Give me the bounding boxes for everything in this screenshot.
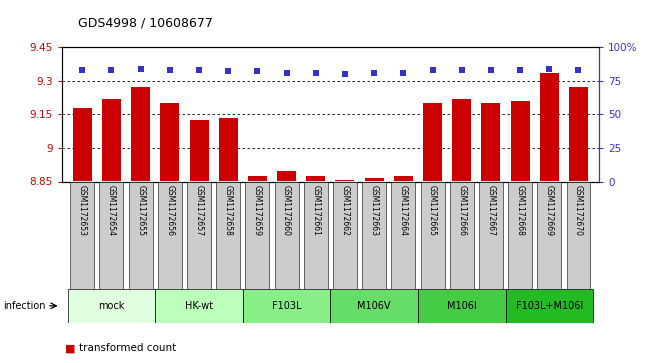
Bar xyxy=(333,182,357,289)
Bar xyxy=(540,73,559,182)
Bar xyxy=(331,289,418,323)
Text: infection: infection xyxy=(3,301,46,311)
Bar xyxy=(335,180,354,182)
Bar xyxy=(275,182,299,289)
Point xyxy=(369,70,380,76)
Bar xyxy=(508,182,532,289)
Bar xyxy=(418,289,506,323)
Bar xyxy=(391,182,415,289)
Text: GSM1172670: GSM1172670 xyxy=(574,185,583,236)
Text: GSM1172667: GSM1172667 xyxy=(486,185,495,236)
Bar xyxy=(450,182,474,289)
Point xyxy=(281,70,292,76)
Text: GSM1172661: GSM1172661 xyxy=(311,185,320,236)
Text: GSM1172663: GSM1172663 xyxy=(370,185,379,236)
Text: M106I: M106I xyxy=(447,301,477,311)
Point xyxy=(106,67,117,73)
Text: mock: mock xyxy=(98,301,124,311)
Bar xyxy=(394,176,413,182)
Bar xyxy=(73,107,92,182)
Bar xyxy=(506,289,593,323)
Bar xyxy=(131,87,150,182)
Text: F103L+M106I: F103L+M106I xyxy=(516,301,583,311)
Bar xyxy=(537,182,561,289)
Bar xyxy=(216,182,240,289)
Bar xyxy=(245,182,270,289)
Text: GSM1172658: GSM1172658 xyxy=(224,185,232,236)
Bar xyxy=(160,103,179,182)
Point xyxy=(574,67,584,73)
Text: GDS4998 / 10608677: GDS4998 / 10608677 xyxy=(78,16,213,29)
Text: M106V: M106V xyxy=(357,301,391,311)
Text: GSM1172660: GSM1172660 xyxy=(282,185,291,236)
Bar xyxy=(479,182,503,289)
Point xyxy=(252,69,262,74)
Point xyxy=(311,70,321,76)
Bar xyxy=(365,178,383,182)
Point xyxy=(165,67,175,73)
Text: GSM1172659: GSM1172659 xyxy=(253,185,262,236)
Bar xyxy=(569,87,588,182)
Bar xyxy=(187,182,211,289)
Bar xyxy=(155,289,243,323)
Bar xyxy=(189,120,208,182)
Text: GSM1172654: GSM1172654 xyxy=(107,185,116,236)
Bar xyxy=(482,103,501,182)
Bar xyxy=(219,118,238,182)
Bar xyxy=(248,176,267,182)
Text: GSM1172657: GSM1172657 xyxy=(195,185,204,236)
Text: GSM1172655: GSM1172655 xyxy=(136,185,145,236)
Text: GSM1172666: GSM1172666 xyxy=(457,185,466,236)
Bar xyxy=(100,182,124,289)
Point xyxy=(340,71,350,77)
Text: transformed count: transformed count xyxy=(79,343,176,354)
Text: GSM1172656: GSM1172656 xyxy=(165,185,174,236)
Text: GSM1172669: GSM1172669 xyxy=(545,185,554,236)
Point xyxy=(544,66,555,72)
Point xyxy=(398,70,409,76)
Bar xyxy=(510,101,530,182)
Point xyxy=(486,67,496,73)
Point xyxy=(77,67,87,73)
Bar xyxy=(102,99,121,182)
Point xyxy=(427,67,437,73)
Text: GSM1172664: GSM1172664 xyxy=(399,185,408,236)
Point xyxy=(135,66,146,72)
Bar xyxy=(129,182,152,289)
Bar xyxy=(158,182,182,289)
Text: ■: ■ xyxy=(65,343,76,354)
Bar xyxy=(452,99,471,182)
Point xyxy=(515,67,525,73)
Text: HK-wt: HK-wt xyxy=(185,301,213,311)
Bar xyxy=(68,289,155,323)
Text: GSM1172668: GSM1172668 xyxy=(516,185,525,236)
Text: GSM1172665: GSM1172665 xyxy=(428,185,437,236)
Bar xyxy=(70,182,94,289)
Text: GSM1172662: GSM1172662 xyxy=(340,185,350,236)
Bar xyxy=(243,289,331,323)
Bar xyxy=(277,171,296,182)
Bar xyxy=(307,176,326,182)
Point xyxy=(194,67,204,73)
Text: GSM1172653: GSM1172653 xyxy=(77,185,87,236)
Bar xyxy=(566,182,590,289)
Bar xyxy=(423,103,442,182)
Bar xyxy=(421,182,445,289)
Bar xyxy=(362,182,386,289)
Bar xyxy=(304,182,327,289)
Point xyxy=(223,69,234,74)
Point xyxy=(456,67,467,73)
Text: F103L: F103L xyxy=(272,301,301,311)
